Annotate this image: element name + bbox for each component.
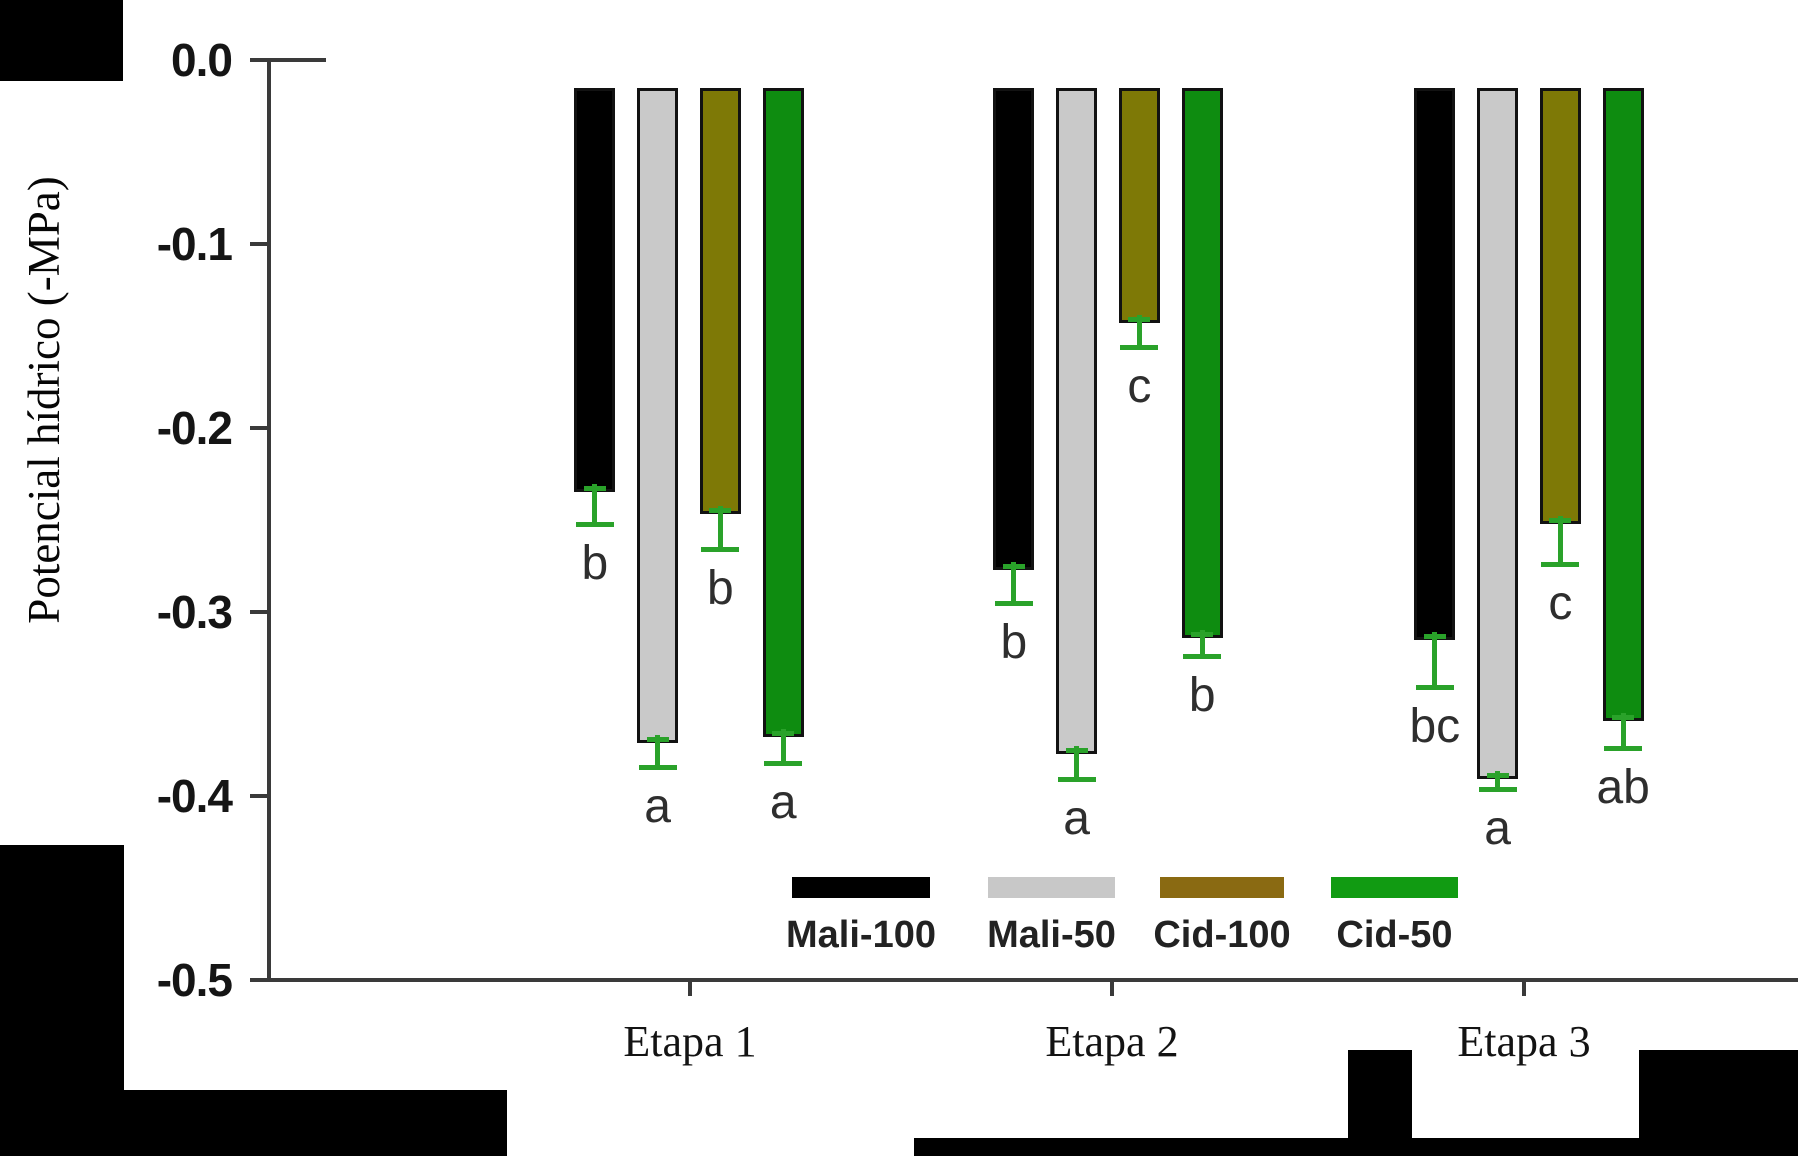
bar-cid-50-etapa-2 — [1181, 88, 1223, 638]
error-bar-top-cap — [1002, 563, 1025, 569]
significance-letter-mali-50-etapa-1: a — [644, 779, 671, 833]
significance-letter-mali-50-etapa-3: a — [1484, 801, 1511, 855]
error-bar-bottom-cap — [994, 600, 1033, 606]
legend-swatch-mali-50 — [988, 877, 1115, 898]
y-tick--0.5 — [250, 978, 268, 982]
error-bar-bottom-cap — [1057, 777, 1096, 783]
error-bar-top-cap — [1612, 714, 1635, 720]
legend-label-mali-100: Mali-100 — [786, 914, 936, 956]
error-bar-bottom-cap — [1478, 786, 1517, 792]
significance-letter-cid-100-etapa-2: c — [1127, 360, 1152, 414]
error-bar-cid-50-etapa-2 — [1199, 629, 1205, 657]
bar-cid-50-etapa-3 — [1602, 88, 1644, 721]
error-bar-mali-100-etapa-3 — [1432, 631, 1438, 688]
redaction-box-3 — [0, 1090, 507, 1156]
error-bar-bottom-cap — [575, 521, 614, 527]
y-axis-top-cap — [250, 58, 326, 62]
category-label-etapa-2: Etapa 2 — [1045, 1017, 1179, 1066]
x-axis-line — [267, 978, 1798, 982]
error-bar-cid-100-etapa-3 — [1557, 515, 1563, 565]
error-bar-mali-50-etapa-3 — [1495, 771, 1501, 789]
bar-mali-100-etapa-3 — [1414, 88, 1456, 640]
significance-letter-cid-50-etapa-3: ab — [1596, 761, 1650, 815]
bar-mali-50-etapa-3 — [1477, 88, 1519, 780]
y-axis-line — [267, 58, 271, 982]
error-bar-bottom-cap — [1604, 746, 1643, 752]
y-axis-title: Potencial hídrico (-MPa) — [19, 176, 69, 624]
x-tick-etapa-3 — [1522, 980, 1526, 996]
significance-letter-cid-100-etapa-3: c — [1548, 577, 1573, 631]
error-bar-cid-50-etapa-1 — [780, 729, 786, 763]
significance-letter-mali-100-etapa-3: bc — [1409, 700, 1461, 754]
error-bar-bottom-cap — [701, 547, 740, 553]
y-tick-label: -0.4 — [156, 770, 233, 822]
error-bar-top-cap — [583, 486, 606, 492]
error-bar-top-cap — [709, 508, 732, 514]
error-bar-top-cap — [1191, 631, 1214, 637]
error-bar-cid-100-etapa-1 — [717, 506, 723, 550]
y-tick-label: -0.5 — [156, 954, 233, 1006]
error-bar-bottom-cap — [1415, 685, 1454, 691]
y-tick--0.2 — [250, 426, 268, 430]
error-bar-bottom-cap — [1183, 654, 1222, 660]
bar-cid-100-etapa-1 — [699, 88, 741, 515]
error-bar-mali-50-etapa-2 — [1074, 745, 1080, 780]
error-bar-top-cap — [1065, 747, 1088, 753]
bar-mali-50-etapa-1 — [637, 88, 679, 743]
error-bar-bottom-cap — [638, 764, 677, 770]
category-label-etapa-3: Etapa 3 — [1457, 1017, 1591, 1066]
error-bar-bottom-cap — [1120, 345, 1159, 351]
y-tick-label: -0.1 — [156, 218, 233, 270]
y-tick-0.0 — [250, 58, 268, 62]
y-tick-label: -0.3 — [156, 586, 233, 638]
bar-cid-100-etapa-2 — [1118, 88, 1160, 324]
error-bar-cid-50-etapa-3 — [1620, 712, 1626, 749]
significance-letter-mali-100-etapa-2: b — [1000, 615, 1028, 669]
error-bar-top-cap — [1549, 517, 1572, 523]
y-tick-label: 0.0 — [171, 34, 233, 86]
x-tick-etapa-2 — [1110, 980, 1114, 996]
legend-label-cid-100: Cid-100 — [1153, 914, 1291, 956]
y-tick--0.4 — [250, 794, 268, 798]
y-tick--0.1 — [250, 242, 268, 246]
legend-swatch-cid-100 — [1160, 877, 1284, 898]
y-tick--0.3 — [250, 610, 268, 614]
redaction-box-2 — [0, 845, 124, 1091]
error-bar-mali-100-etapa-1 — [592, 484, 598, 524]
legend-swatch-mali-100 — [792, 877, 930, 898]
error-bar-top-cap — [772, 731, 795, 737]
error-bar-top-cap — [1423, 633, 1446, 639]
significance-letter-mali-50-etapa-2: a — [1063, 792, 1090, 846]
significance-letter-cid-50-etapa-2: b — [1188, 669, 1216, 723]
bar-mali-100-etapa-2 — [993, 88, 1035, 570]
legend-label-mali-50: Mali-50 — [987, 914, 1116, 956]
error-bar-top-cap — [646, 736, 669, 742]
significance-letter-cid-100-etapa-1: b — [707, 562, 734, 616]
error-bar-top-cap — [1128, 317, 1151, 323]
bar-mali-100-etapa-1 — [574, 88, 616, 493]
error-bar-bottom-cap — [1541, 562, 1580, 568]
error-bar-cid-100-etapa-2 — [1136, 315, 1142, 348]
redaction-box-6 — [914, 1138, 1798, 1156]
error-bar-mali-50-etapa-1 — [655, 734, 661, 767]
error-bar-top-cap — [1486, 773, 1509, 779]
x-tick-etapa-1 — [688, 980, 692, 996]
bar-cid-50-etapa-1 — [762, 88, 804, 738]
significance-letter-mali-100-etapa-1: b — [581, 536, 609, 590]
legend-label-cid-50: Cid-50 — [1336, 914, 1453, 956]
bar-mali-50-etapa-2 — [1056, 88, 1098, 754]
legend-swatch-cid-50 — [1331, 877, 1458, 898]
error-bar-bottom-cap — [764, 760, 803, 766]
y-tick-label: -0.2 — [156, 402, 233, 454]
redaction-box-1 — [0, 0, 123, 81]
error-bar-mali-100-etapa-2 — [1011, 561, 1017, 603]
significance-letter-cid-50-etapa-1: a — [769, 775, 797, 829]
bar-cid-100-etapa-3 — [1539, 88, 1581, 524]
category-label-etapa-1: Etapa 1 — [623, 1017, 757, 1066]
